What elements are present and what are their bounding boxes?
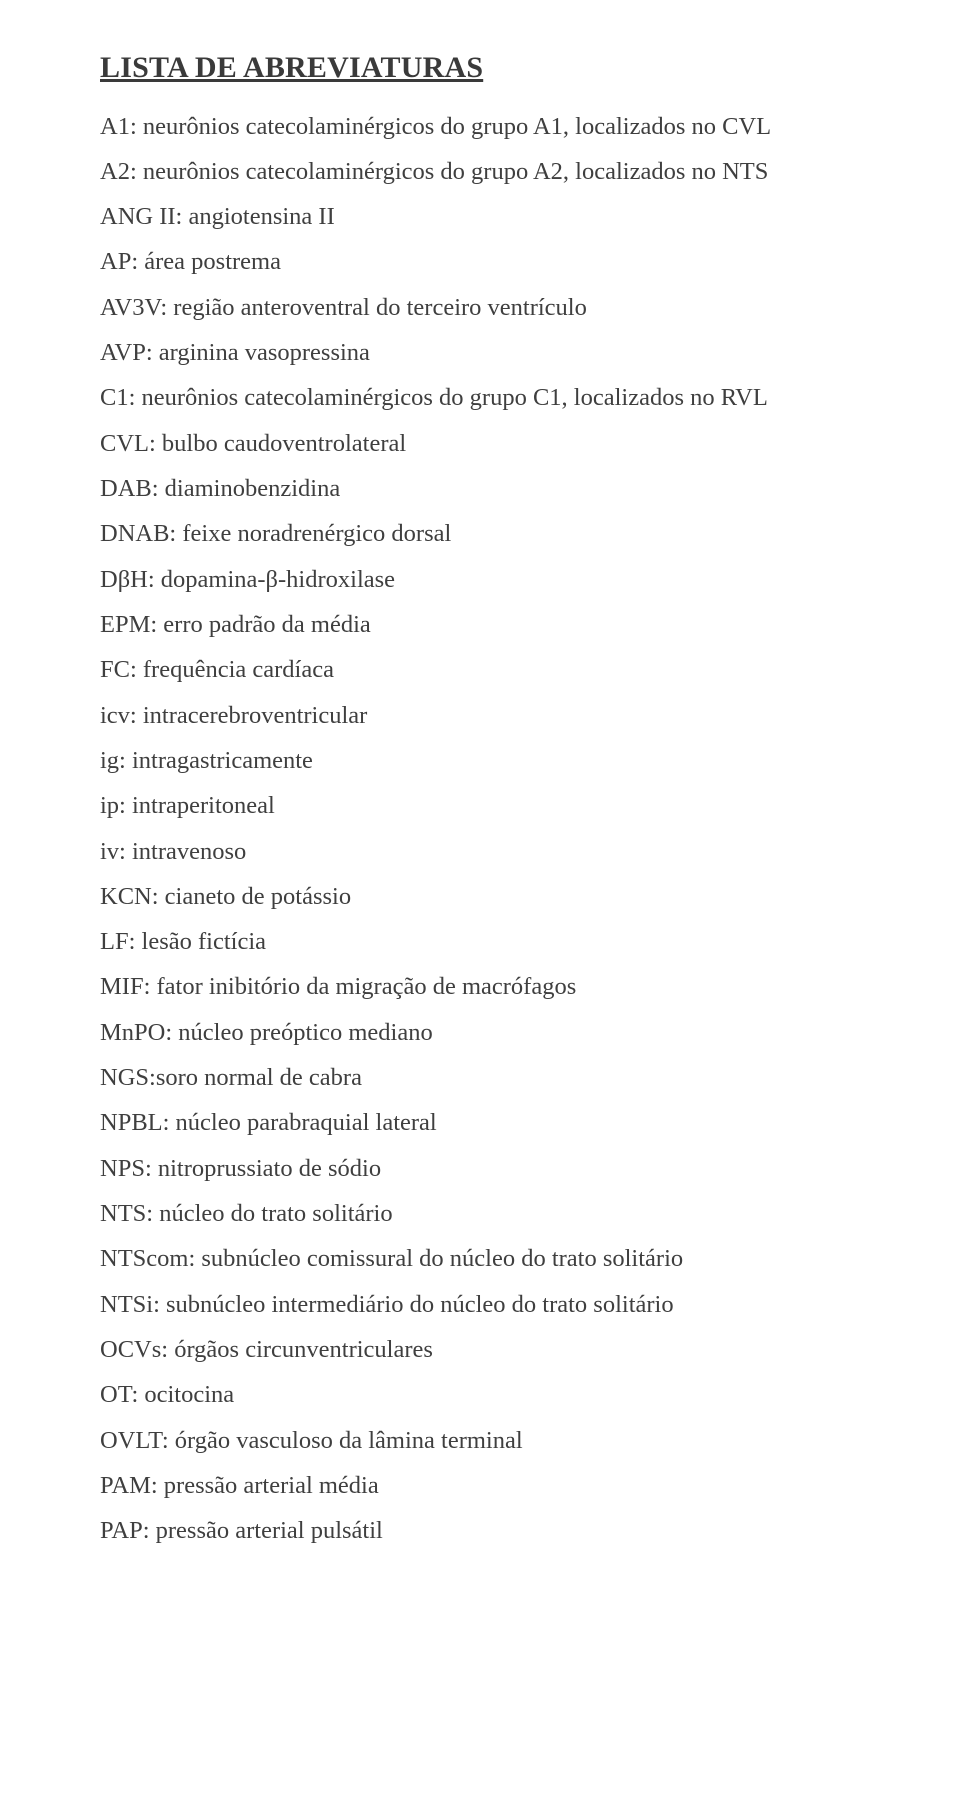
list-item: OVLT: órgão vasculoso da lâmina terminal — [100, 1418, 890, 1463]
list-item: LF: lesão fictícia — [100, 919, 890, 964]
list-item: AVP: arginina vasopressina — [100, 330, 890, 375]
list-item: DAB: diaminobenzidina — [100, 466, 890, 511]
list-item: MnPO: núcleo preóptico mediano — [100, 1010, 890, 1055]
list-item: PAP: pressão arterial pulsátil — [100, 1508, 890, 1553]
list-item: NTScom: subnúcleo comissural do núcleo d… — [100, 1236, 890, 1281]
list-item: OT: ocitocina — [100, 1372, 890, 1417]
document-page: LISTA DE ABREVIATURAS A1: neurônios cate… — [0, 0, 960, 1614]
list-item: iv: intravenoso — [100, 829, 890, 874]
list-item: NTS: núcleo do trato solitário — [100, 1191, 890, 1236]
list-item: KCN: cianeto de potássio — [100, 874, 890, 919]
list-item: DNAB: feixe noradrenérgico dorsal — [100, 511, 890, 556]
list-item: MIF: fator inibitório da migração de mac… — [100, 964, 890, 1009]
page-title: LISTA DE ABREVIATURAS — [100, 40, 890, 96]
list-item: A2: neurônios catecolaminérgicos do grup… — [100, 149, 890, 194]
list-item: NPS: nitroprussiato de sódio — [100, 1146, 890, 1191]
list-item: DβH: dopamina-β-hidroxilase — [100, 557, 890, 602]
list-item: PAM: pressão arterial média — [100, 1463, 890, 1508]
list-item: EPM: erro padrão da média — [100, 602, 890, 647]
list-item: ip: intraperitoneal — [100, 783, 890, 828]
list-item: FC: frequência cardíaca — [100, 647, 890, 692]
list-item: ANG II: angiotensina II — [100, 194, 890, 239]
list-item: A1: neurônios catecolaminérgicos do grup… — [100, 104, 890, 149]
list-item: OCVs: órgãos circunventriculares — [100, 1327, 890, 1372]
list-item: icv: intracerebroventricular — [100, 693, 890, 738]
list-item: AP: área postrema — [100, 239, 890, 284]
list-item: NGS:soro normal de cabra — [100, 1055, 890, 1100]
list-item: ig: intragastricamente — [100, 738, 890, 783]
list-item: NTSi: subnúcleo intermediário do núcleo … — [100, 1282, 890, 1327]
list-item: NPBL: núcleo parabraquial lateral — [100, 1100, 890, 1145]
list-item: C1: neurônios catecolaminérgicos do grup… — [100, 375, 890, 420]
abbreviations-list: A1: neurônios catecolaminérgicos do grup… — [100, 104, 890, 1554]
list-item: AV3V: região anteroventral do terceiro v… — [100, 285, 890, 330]
list-item: CVL: bulbo caudoventrolateral — [100, 421, 890, 466]
